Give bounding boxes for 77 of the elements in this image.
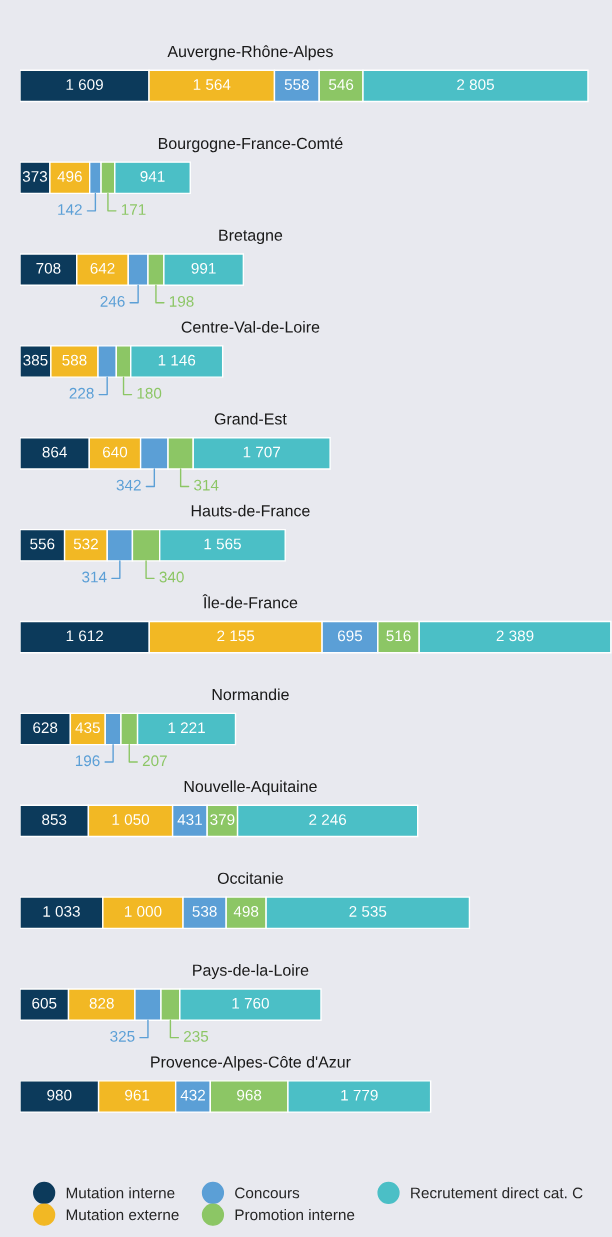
data-label: 235: [184, 1030, 209, 1042]
data-label: 556: [30, 538, 55, 550]
data-label: 1 707: [243, 446, 281, 458]
data-label: 1 760: [232, 997, 269, 1009]
data-label: 379: [210, 814, 235, 825]
data-label: 1 612: [66, 630, 103, 642]
data-label: 2 389: [496, 630, 534, 642]
data-label: 968: [237, 1089, 262, 1101]
data-label: 228: [69, 387, 94, 399]
data-label: 605: [32, 997, 57, 1009]
data-label: 1 565: [204, 538, 241, 550]
data-label: 628: [33, 722, 58, 734]
data-label: 246: [100, 296, 125, 307]
data-label: 695: [338, 630, 363, 642]
y-tick-label: Normandie: [212, 688, 289, 701]
data-label: 642: [90, 262, 115, 274]
legend-label: Concours: [235, 1187, 300, 1199]
data-label: 314: [194, 479, 219, 491]
legend-label: Promotion interne: [235, 1209, 355, 1221]
data-label: 385: [23, 354, 48, 366]
y-tick-label: Bourgogne-France-Comté: [158, 137, 343, 153]
data-label: 1 564: [193, 79, 231, 90]
data-label: 198: [169, 296, 194, 307]
legend-label: Mutation externe: [66, 1209, 179, 1221]
legend-label: Recrutement direct cat. C: [411, 1187, 583, 1199]
data-label: 864: [42, 446, 67, 458]
data-label: 1 221: [168, 722, 205, 733]
data-label: 432: [180, 1089, 205, 1101]
data-label: 961: [125, 1089, 150, 1101]
y-tick-label: Occitanie: [217, 872, 283, 884]
data-label: 2 155: [217, 630, 255, 642]
data-label: 373: [22, 171, 48, 182]
data-label: 980: [47, 1089, 72, 1101]
data-label: 708: [36, 262, 61, 274]
data-label: 2 535: [349, 906, 387, 917]
data-label: 435: [75, 722, 100, 734]
data-label: 991: [191, 262, 216, 274]
y-tick-label: Pays-de-la-Loire: [193, 964, 309, 979]
data-label: 1 779: [341, 1089, 378, 1101]
data-label: 196: [75, 755, 100, 767]
y-tick-label: Provence-Alpes-Côte d'Azur: [151, 1055, 351, 1071]
data-label: 588: [62, 354, 87, 366]
y-tick-label: Île-de-France: [202, 594, 298, 609]
data-label: 171: [121, 204, 146, 215]
data-label: 546: [328, 79, 354, 90]
y-tick-label: Grand-Est: [214, 412, 287, 425]
y-tick-label: Bretagne: [219, 229, 283, 245]
data-label: 1 050: [112, 814, 150, 825]
data-label: 538: [192, 906, 217, 917]
data-label: 342: [116, 479, 141, 491]
data-label: 1 146: [158, 354, 196, 366]
data-label: 941: [140, 171, 165, 182]
data-label: 498: [233, 906, 259, 917]
data-label: 142: [58, 204, 82, 215]
data-label: 2 246: [309, 814, 347, 825]
data-label: 496: [57, 171, 82, 182]
data-label: 2 805: [457, 79, 494, 90]
data-label: 853: [42, 814, 67, 825]
data-label: 180: [137, 387, 162, 399]
legend-label: Mutation interne: [66, 1187, 175, 1199]
y-tick-label: Auvergne-Rhône-Alpes: [167, 45, 333, 61]
data-label: 516: [386, 630, 411, 642]
y-tick-label: Centre-Val-de-Loire: [181, 320, 320, 333]
data-label: 558: [284, 79, 309, 90]
data-label: 1 000: [124, 906, 162, 917]
data-label: 207: [142, 755, 167, 767]
data-label: 314: [82, 571, 107, 583]
data-label: 1 609: [66, 79, 103, 90]
data-label: 828: [89, 997, 114, 1009]
data-label: 325: [110, 1030, 135, 1042]
data-label: 340: [159, 571, 184, 583]
data-label: 640: [102, 446, 128, 458]
data-label: 1 033: [43, 906, 80, 917]
data-label: 532: [73, 538, 98, 550]
data-label: 431: [177, 814, 202, 825]
y-tick-label: Nouvelle-Aquitaine: [184, 780, 317, 796]
y-tick-label: Hauts-de-France: [191, 504, 310, 517]
